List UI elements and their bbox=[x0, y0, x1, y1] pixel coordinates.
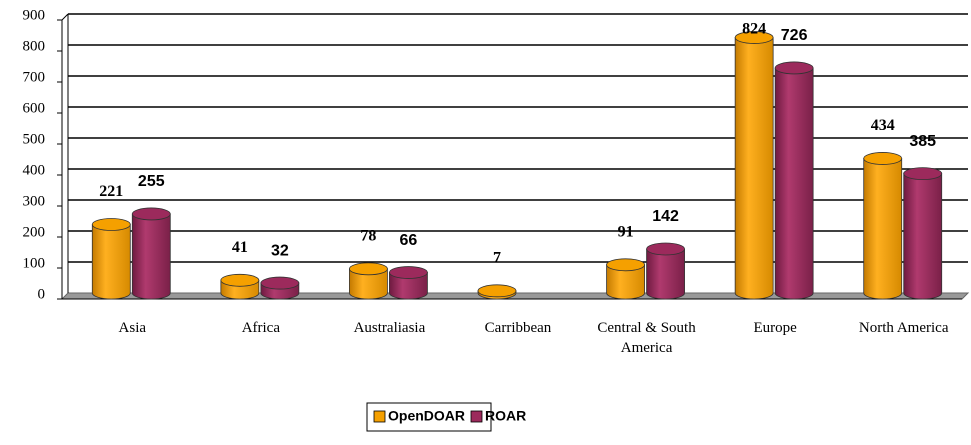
bar bbox=[646, 248, 685, 300]
y-tick-label: 800 bbox=[23, 38, 46, 54]
legend-label: ROAR bbox=[485, 408, 526, 424]
bar-top bbox=[606, 258, 645, 272]
y-tick-label: 900 bbox=[23, 7, 46, 23]
bar-top bbox=[389, 266, 428, 279]
y-tick-label: 400 bbox=[23, 162, 46, 178]
legend-box bbox=[366, 402, 492, 432]
bar-top bbox=[774, 61, 814, 75]
data-label: 7 bbox=[493, 250, 501, 267]
bar-top bbox=[131, 207, 171, 221]
data-label: 726 bbox=[781, 27, 808, 44]
x-tick-label: Asia bbox=[118, 320, 147, 336]
legend-swatch bbox=[470, 410, 483, 423]
bar bbox=[389, 272, 428, 300]
data-label: 142 bbox=[652, 208, 679, 225]
bar bbox=[774, 67, 814, 300]
bar bbox=[903, 173, 943, 300]
data-label: 66 bbox=[400, 232, 418, 249]
data-label: 91 bbox=[618, 223, 634, 240]
bar bbox=[606, 264, 645, 300]
bar-top bbox=[91, 218, 131, 231]
legend-label: OpenDOAR bbox=[388, 408, 465, 424]
x-tick-label: Central & South America bbox=[597, 320, 696, 356]
data-label: 78 bbox=[360, 227, 376, 244]
data-label: 824 bbox=[742, 21, 766, 38]
data-label: 434 bbox=[871, 117, 895, 134]
data-label: 221 bbox=[99, 183, 123, 200]
y-tick-label: 100 bbox=[23, 255, 46, 271]
bar-top bbox=[477, 284, 517, 298]
y-tick-label: 500 bbox=[23, 131, 46, 147]
legend-swatch bbox=[373, 410, 386, 423]
x-tick-label: North America bbox=[858, 320, 949, 336]
bar-top bbox=[903, 167, 943, 181]
bar bbox=[734, 37, 774, 300]
data-label: 32 bbox=[271, 242, 289, 259]
data-label: 41 bbox=[232, 239, 248, 256]
bar bbox=[91, 224, 131, 300]
bar-top bbox=[863, 152, 903, 165]
bar bbox=[349, 268, 388, 300]
bar-top bbox=[220, 273, 260, 287]
x-tick-label: Africa bbox=[241, 320, 280, 336]
y-axis-depth bbox=[61, 13, 69, 21]
x-tick-label: Europe bbox=[753, 320, 797, 336]
bar-top bbox=[734, 31, 774, 44]
bar bbox=[863, 158, 903, 300]
data-label: 385 bbox=[909, 133, 936, 150]
bar-top bbox=[260, 276, 300, 290]
x-tick-label: Australiasia bbox=[353, 320, 426, 336]
bar-top bbox=[349, 262, 388, 276]
y-tick-label: 600 bbox=[23, 100, 46, 116]
y-tick-label: 700 bbox=[23, 69, 46, 85]
x-tick-label: Carribbean bbox=[484, 320, 552, 336]
y-tick-label: 300 bbox=[23, 193, 46, 209]
bar-top bbox=[646, 242, 685, 256]
data-label: 255 bbox=[138, 173, 165, 190]
y-tick-label: 200 bbox=[23, 224, 46, 240]
bar bbox=[131, 213, 171, 300]
y-tick-label: 0 bbox=[38, 286, 46, 302]
